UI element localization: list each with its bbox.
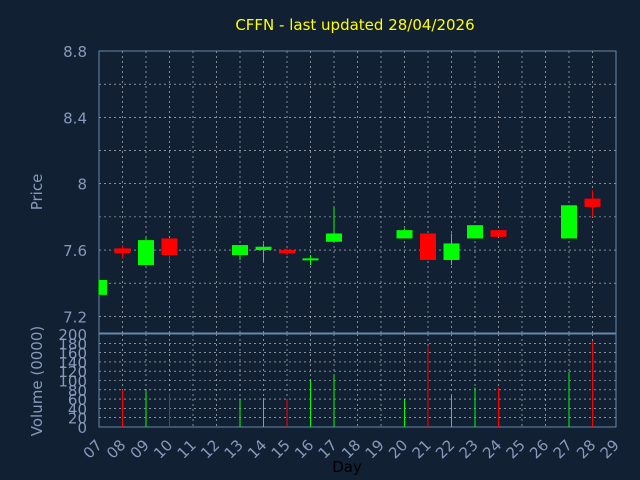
- price-panel: 7.2 7.6 8 8.4 8.8 Price: [28, 43, 617, 334]
- price-tick-label: 7.6: [63, 242, 87, 260]
- candle-body: [255, 246, 272, 251]
- candle-body: [467, 225, 483, 239]
- candle-body: [490, 230, 507, 237]
- price-plot-frame: [98, 50, 617, 334]
- volume-tick-label: 20: [68, 410, 87, 428]
- candle-13: [232, 245, 248, 261]
- candle-22: [443, 233, 460, 265]
- price-tick-label: 8.4: [63, 109, 87, 127]
- candle-17: [326, 206, 342, 242]
- volume-axis-label: Volume (0000): [28, 326, 46, 436]
- candle-body: [326, 233, 342, 242]
- price-tick-label: 8: [77, 176, 87, 194]
- candles: [98, 190, 601, 295]
- candle-body: [396, 230, 413, 239]
- candle-15: [279, 248, 295, 256]
- candle-body: [279, 250, 295, 254]
- candle-body: [161, 238, 178, 256]
- chart-title: CFFN - last updated 28/04/2026: [235, 16, 474, 34]
- volume-tick-label: 200: [58, 326, 87, 344]
- candle-body: [99, 279, 107, 295]
- candle-08: [114, 245, 131, 259]
- candle-16: [302, 255, 319, 265]
- candle-body: [584, 198, 601, 207]
- candle-28: [584, 190, 601, 217]
- candle-10: [161, 238, 178, 262]
- candle-body: [561, 205, 577, 239]
- volume-plot-frame: [98, 333, 617, 428]
- candle-14: [255, 243, 272, 262]
- candle-07: [98, 279, 107, 295]
- candle-23: [467, 225, 483, 239]
- candle-body: [443, 243, 460, 261]
- x-axis-label: Day: [332, 458, 362, 476]
- price-y-ticks: 7.2 7.6 8 8.4 8.8: [63, 43, 87, 326]
- volume-tick-label: 160: [58, 345, 87, 363]
- candle-27: [561, 205, 577, 239]
- volume-tick-label: 100: [58, 373, 87, 391]
- volume-tick-label: 60: [68, 391, 87, 409]
- volume-tick-label: 120: [58, 363, 87, 381]
- volume-tick-label: 40: [68, 400, 87, 418]
- volume-tick-label: 80: [68, 382, 87, 400]
- volume-bars: [122, 340, 593, 427]
- candle-09: [138, 236, 154, 265]
- price-axis-label: Price: [28, 174, 46, 211]
- candle-21: [420, 233, 436, 261]
- candle-body: [232, 245, 248, 256]
- price-tick-label: 7.2: [63, 308, 87, 326]
- candle-body: [114, 248, 131, 254]
- candle-body: [302, 258, 319, 261]
- candle-24: [490, 230, 507, 237]
- candle-20: [396, 228, 413, 239]
- volume-tick-label: 0: [77, 419, 87, 437]
- volume-tick-label: 180: [58, 335, 87, 353]
- candle-body: [138, 240, 154, 265]
- price-tick-label: 8.8: [63, 43, 87, 61]
- volume-tick-label: 140: [58, 354, 87, 372]
- candle-body: [420, 233, 436, 261]
